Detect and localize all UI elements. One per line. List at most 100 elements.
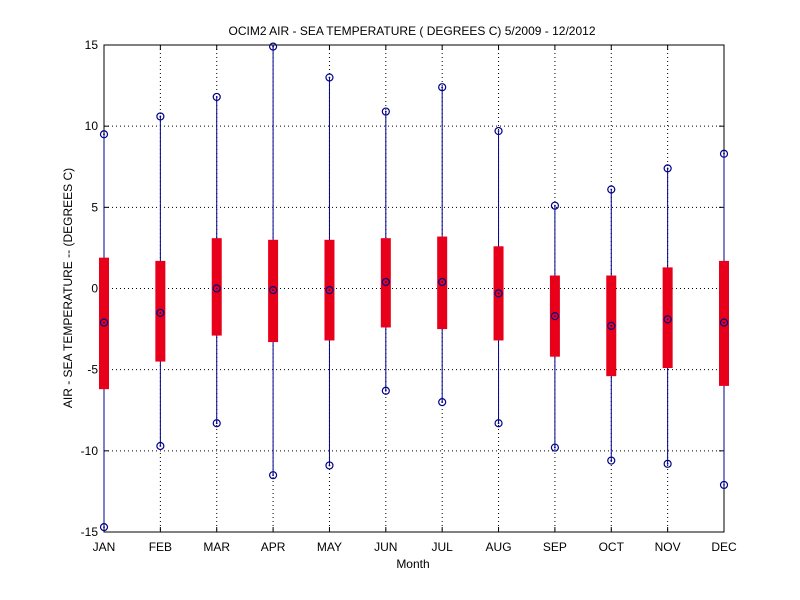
max-marker-dot <box>159 115 162 118</box>
y-tick-label: 10 <box>85 119 99 133</box>
x-tick-label: FEB <box>149 540 172 554</box>
max-marker <box>719 149 729 158</box>
max-marker <box>156 112 165 121</box>
min-marker-dot <box>328 464 331 467</box>
median-marker-dot <box>272 289 274 292</box>
interquartile-box <box>211 238 222 336</box>
median-marker <box>156 308 165 317</box>
max-marker-dot <box>328 76 331 79</box>
min-marker <box>494 419 503 428</box>
max-marker <box>212 92 221 102</box>
box-oct <box>606 185 617 465</box>
median-marker <box>325 286 334 295</box>
median-marker-dot <box>328 289 331 292</box>
median-marker <box>494 289 503 298</box>
min-marker-dot <box>723 484 725 486</box>
min-marker <box>325 461 334 470</box>
median-marker-dot <box>723 321 725 324</box>
min-marker <box>212 419 221 428</box>
max-marker-dot <box>497 130 500 132</box>
x-tick-label: NOV <box>655 540 681 554</box>
grid-lines <box>104 45 724 532</box>
box-aug <box>493 126 504 428</box>
min-marker-dot <box>666 462 669 465</box>
median-marker-dot <box>215 287 218 290</box>
max-marker-dot <box>610 188 613 191</box>
x-tick-label: MAR <box>203 540 230 554</box>
box-sep <box>549 201 560 452</box>
x-tick-label: SEP <box>543 540 567 554</box>
median-marker-dot <box>610 324 613 327</box>
median-marker <box>663 315 672 324</box>
axis-ticks: -15 -10 -5 0 5 10 15 JAN FEB MAR APR MAY JUN JUL AUG SE… <box>81 38 737 554</box>
y-tick-label: 5 <box>91 200 98 214</box>
min-marker-dot <box>159 445 162 447</box>
min-marker <box>607 456 616 465</box>
min-marker <box>438 398 447 407</box>
median-marker-dot <box>441 281 444 283</box>
y-axis-label: AIR - SEA TEMPERATURE -- (DEGREES C) <box>61 168 75 408</box>
box-jun <box>380 107 391 395</box>
min-marker-dot <box>554 446 556 449</box>
median-marker <box>438 277 447 287</box>
x-tick-label: JAN <box>93 540 116 554</box>
min-marker-dot <box>272 474 274 477</box>
max-marker-dot <box>103 133 105 136</box>
min-marker <box>663 459 672 468</box>
x-tick-label: JUN <box>374 540 397 554</box>
interquartile-box <box>155 260 166 362</box>
max-marker <box>494 126 503 136</box>
box-jul <box>437 83 448 407</box>
max-marker-dot <box>723 152 725 155</box>
max-marker <box>550 201 560 210</box>
x-axis-label: Month <box>396 557 429 571</box>
x-tick-label: MAY <box>317 540 342 554</box>
median-marker-dot <box>497 292 500 295</box>
y-tick-label: -10 <box>81 444 99 458</box>
box-may <box>324 73 335 470</box>
min-marker <box>719 480 729 490</box>
min-marker-dot <box>384 389 387 392</box>
max-marker <box>663 164 672 173</box>
min-marker <box>156 441 165 451</box>
median-marker <box>607 321 616 330</box>
max-marker-dot <box>215 96 218 98</box>
median-marker <box>212 284 221 293</box>
chart-title: OCIM2 AIR - SEA TEMPERATURE ( DEGREES C)… <box>228 24 595 38</box>
y-tick-label: -15 <box>81 525 99 539</box>
min-marker <box>99 523 109 532</box>
box-feb <box>155 112 166 451</box>
box-mar <box>211 92 222 428</box>
max-marker-dot <box>666 167 669 170</box>
min-marker-dot <box>610 459 613 462</box>
median-marker <box>99 318 109 327</box>
max-marker <box>325 73 334 82</box>
max-marker-dot <box>272 45 274 48</box>
max-marker <box>607 185 616 194</box>
median-marker-dot <box>384 281 387 283</box>
median-marker-dot <box>666 318 669 321</box>
min-marker <box>381 386 390 395</box>
median-marker-dot <box>159 311 162 314</box>
median-marker-dot <box>103 321 105 324</box>
median-marker-dot <box>554 315 556 317</box>
x-tick-label: JUL <box>432 540 454 554</box>
max-marker <box>381 107 390 116</box>
max-marker-dot <box>554 204 556 207</box>
min-marker-dot <box>497 422 500 425</box>
x-tick-label: APR <box>261 540 286 554</box>
min-marker <box>268 471 278 480</box>
min-marker-dot <box>103 526 105 529</box>
box-series <box>99 42 729 532</box>
min-marker-dot <box>441 401 444 404</box>
max-marker-dot <box>384 110 387 113</box>
y-tick-label: 15 <box>85 38 99 52</box>
median-marker <box>719 318 729 327</box>
median-marker <box>381 277 390 287</box>
max-marker-dot <box>441 86 444 89</box>
max-marker <box>99 130 109 139</box>
y-tick-label: -5 <box>87 363 98 377</box>
x-tick-label: OCT <box>599 540 625 554</box>
